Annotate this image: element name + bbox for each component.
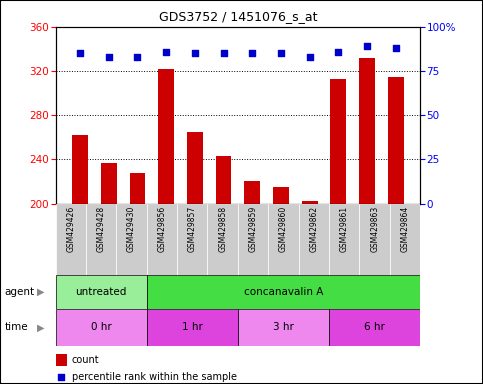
Point xyxy=(306,54,313,60)
Text: GSM429859: GSM429859 xyxy=(249,206,257,252)
Point xyxy=(76,50,84,56)
Bar xyxy=(329,309,420,346)
Bar xyxy=(268,204,298,275)
Point xyxy=(248,50,256,56)
Bar xyxy=(238,204,268,275)
Bar xyxy=(330,79,346,204)
Text: ▶: ▶ xyxy=(37,287,45,297)
Text: GSM429857: GSM429857 xyxy=(188,206,197,252)
Text: GSM429860: GSM429860 xyxy=(279,206,288,252)
Bar xyxy=(273,187,289,204)
Bar xyxy=(56,309,147,346)
Bar xyxy=(56,275,147,309)
Bar xyxy=(244,182,260,204)
Point xyxy=(162,48,170,55)
Bar xyxy=(390,204,420,275)
Text: 3 hr: 3 hr xyxy=(273,322,294,333)
Text: GSM429428: GSM429428 xyxy=(97,206,106,252)
Text: GSM429862: GSM429862 xyxy=(309,206,318,252)
Text: GSM429864: GSM429864 xyxy=(400,206,410,252)
Text: GSM429858: GSM429858 xyxy=(218,206,227,252)
Point xyxy=(363,43,371,50)
Bar xyxy=(208,204,238,275)
Point xyxy=(334,48,342,55)
Point xyxy=(220,50,227,56)
Text: GSM429426: GSM429426 xyxy=(66,206,75,252)
Bar xyxy=(116,204,147,275)
Text: concanavalin A: concanavalin A xyxy=(244,287,323,297)
Point xyxy=(134,54,142,60)
Bar xyxy=(101,163,116,204)
Text: GSM429430: GSM429430 xyxy=(127,206,136,252)
Text: GSM429861: GSM429861 xyxy=(340,206,349,252)
Bar xyxy=(238,309,329,346)
Bar xyxy=(56,354,67,366)
Bar xyxy=(215,156,231,204)
Bar xyxy=(147,275,420,309)
Bar xyxy=(158,69,174,204)
Point xyxy=(191,50,199,56)
Text: ▶: ▶ xyxy=(37,322,45,333)
Text: agent: agent xyxy=(5,287,35,297)
Bar xyxy=(177,204,208,275)
Bar xyxy=(329,204,359,275)
Point xyxy=(277,50,285,56)
Point xyxy=(105,54,113,60)
Bar xyxy=(359,204,390,275)
Bar xyxy=(298,204,329,275)
Point xyxy=(57,374,65,380)
Text: 0 hr: 0 hr xyxy=(91,322,112,333)
Point xyxy=(392,45,399,51)
Bar xyxy=(147,309,238,346)
Bar xyxy=(147,204,177,275)
Text: 1 hr: 1 hr xyxy=(182,322,203,333)
Bar xyxy=(388,76,404,204)
Text: time: time xyxy=(5,322,28,333)
Text: count: count xyxy=(72,355,99,365)
Text: 6 hr: 6 hr xyxy=(364,322,385,333)
Text: percentile rank within the sample: percentile rank within the sample xyxy=(72,372,237,382)
Bar xyxy=(359,58,375,204)
Bar xyxy=(56,204,86,275)
Text: GSM429863: GSM429863 xyxy=(370,206,379,252)
Bar xyxy=(72,135,88,204)
Bar xyxy=(187,132,203,204)
Text: GSM429856: GSM429856 xyxy=(157,206,167,252)
Bar xyxy=(129,173,145,204)
Bar xyxy=(302,201,317,204)
Text: GDS3752 / 1451076_s_at: GDS3752 / 1451076_s_at xyxy=(158,10,317,23)
Bar xyxy=(86,204,116,275)
Text: untreated: untreated xyxy=(75,287,127,297)
